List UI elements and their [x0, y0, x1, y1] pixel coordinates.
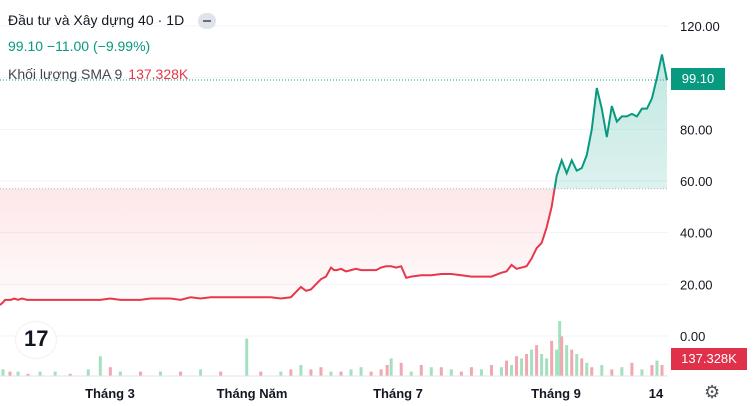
- volume-bar: [545, 358, 549, 376]
- last-price-tag: 99.10: [671, 68, 725, 90]
- volume-bar: [399, 362, 403, 376]
- volume-bar: [158, 371, 162, 376]
- volume-bar: [520, 358, 524, 376]
- y-tick-label: 20.00: [680, 277, 713, 292]
- volume-bar: [610, 369, 614, 376]
- y-tick-label: 0.00: [680, 329, 705, 344]
- volume-bar: [525, 354, 529, 376]
- volume-bar: [489, 365, 493, 376]
- volume-bar: [389, 358, 393, 376]
- volume-bar: [86, 369, 90, 376]
- price-line-below: [0, 188, 556, 306]
- volume-bar: [580, 358, 584, 376]
- volume-bar: [655, 360, 659, 376]
- interval-label: 1D: [166, 12, 185, 28]
- volume-bar: [515, 356, 519, 376]
- volume-bar: [309, 369, 313, 376]
- volume-bar: [16, 371, 20, 376]
- volume-bar: [98, 356, 102, 376]
- x-tick-label: Tháng Năm: [217, 386, 288, 401]
- volume-bar: [38, 371, 42, 376]
- volume-bar: [8, 371, 12, 376]
- volume-bar: [259, 371, 263, 376]
- volume-bar: [359, 367, 363, 376]
- volume-bar: [505, 360, 509, 376]
- x-tick-label: Tháng 3: [85, 386, 135, 401]
- volume-bar: [660, 365, 664, 376]
- volume-bar: [560, 336, 564, 376]
- volume-bar: [555, 349, 559, 376]
- y-tick-label: 120.00: [680, 19, 720, 34]
- volume-bar: [319, 367, 323, 376]
- volume-bar: [459, 371, 463, 376]
- y-tick-label: 40.00: [680, 226, 713, 241]
- volume-bar: [479, 369, 483, 376]
- volume-bar: [369, 371, 373, 376]
- volume-bar: [349, 369, 353, 376]
- volume-bar: [535, 345, 539, 376]
- volume-bar: [510, 365, 514, 376]
- volume-bar: [329, 371, 333, 376]
- gear-icon[interactable]: ⚙: [704, 382, 721, 402]
- x-tick-label: Tháng 9: [531, 386, 581, 401]
- volume-bar: [540, 354, 544, 376]
- volume-bar: [449, 369, 453, 376]
- volume-bar: [600, 365, 604, 376]
- volume-bar: [26, 373, 30, 376]
- x-tick-label: 14: [649, 386, 664, 401]
- legend-title: Đầu tư và Xây dựng 40 · 1D: [8, 12, 217, 30]
- price-change-line: 99.10 −11.00 (−9.99%): [8, 38, 151, 54]
- y-tick-label: 80.00: [680, 122, 713, 137]
- tradingview-logo-icon[interactable]: 17: [16, 322, 56, 358]
- x-tick-label: Tháng 7: [373, 386, 423, 401]
- volume-bar: [1, 369, 5, 376]
- volume-bar: [550, 340, 554, 376]
- volume-bar: [558, 321, 562, 376]
- volume-tag: 137.328K: [671, 348, 747, 370]
- volume-bar: [219, 371, 223, 376]
- volume-bar: [565, 345, 569, 376]
- volume-indicator-label: Khối lượng SMA 9: [8, 66, 123, 82]
- volume-bar: [379, 369, 383, 376]
- volume-legend: Khối lượng SMA 9 137.328K: [8, 66, 188, 82]
- symbol-name: Đầu tư và Xây dựng 40: [8, 12, 154, 28]
- volume-bar: [419, 365, 423, 376]
- legend-separator: ·: [157, 12, 163, 28]
- volume-bar: [68, 373, 72, 376]
- volume-bar: [640, 369, 644, 376]
- volume-bar: [279, 371, 283, 376]
- volume-bar: [179, 371, 183, 376]
- volume-bar: [409, 371, 413, 376]
- volume-indicator-value: 137.328K: [128, 66, 189, 82]
- volume-bar: [385, 365, 389, 376]
- volume-bar: [299, 365, 303, 376]
- volume-bar: [245, 338, 249, 376]
- volume-bar: [530, 349, 534, 376]
- below-baseline-fill: [0, 188, 667, 305]
- price-line-above: [553, 54, 668, 189]
- above-baseline-fill: [0, 54, 667, 189]
- volume-bar: [620, 367, 624, 376]
- volume-bar: [469, 367, 473, 376]
- volume-bar: [439, 367, 443, 376]
- volume-bar: [289, 369, 293, 376]
- volume-bar: [199, 369, 203, 376]
- volume-bar: [500, 367, 504, 376]
- volume-bar: [630, 362, 634, 376]
- volume-bar: [570, 349, 574, 376]
- collapse-icon[interactable]: [198, 13, 217, 30]
- volume-bar: [429, 367, 433, 376]
- volume-bar: [575, 354, 579, 376]
- volume-bar: [118, 371, 122, 376]
- volume-bar: [108, 367, 112, 376]
- volume-bar: [53, 371, 57, 376]
- volume-bar: [138, 371, 142, 376]
- y-tick-label: 60.00: [680, 174, 713, 189]
- volume-bar: [339, 371, 343, 376]
- volume-bar: [585, 362, 589, 376]
- volume-bar: [650, 365, 654, 376]
- volume-bar: [590, 367, 594, 376]
